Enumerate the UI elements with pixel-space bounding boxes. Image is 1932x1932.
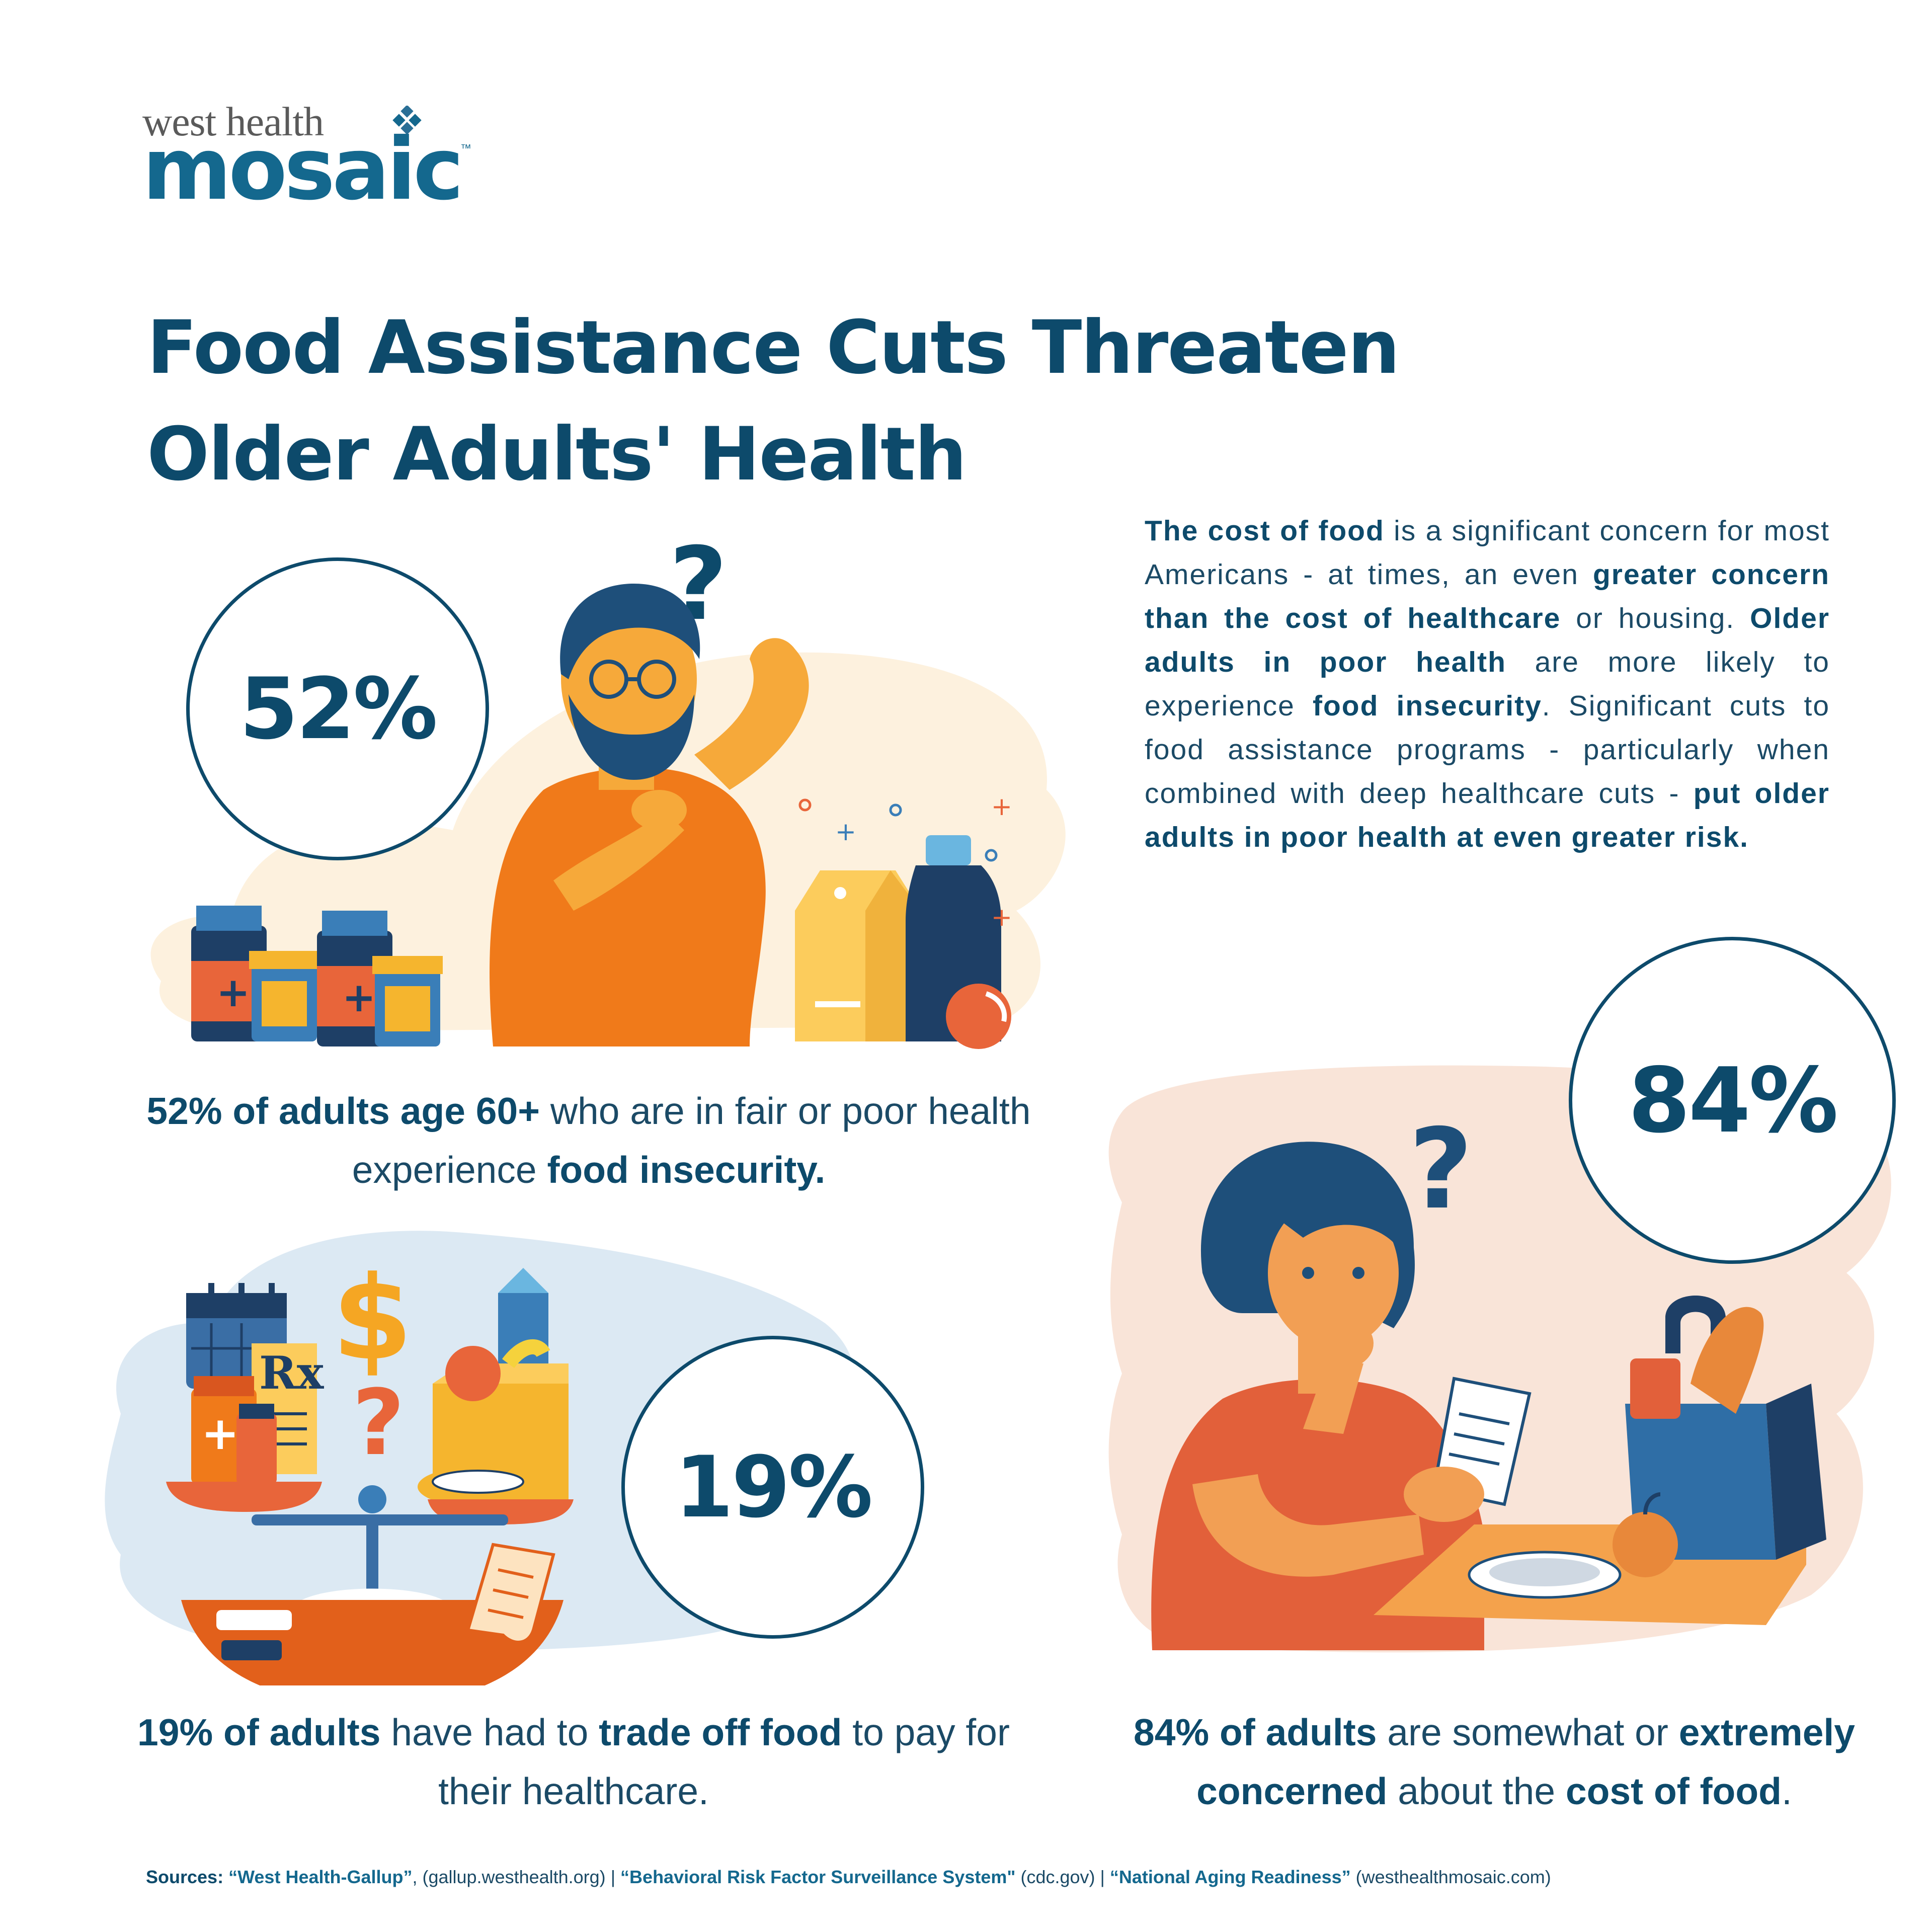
- medicine-bottles-icon: + +: [191, 906, 443, 1046]
- intro-text-2: or housing.: [1561, 602, 1750, 634]
- intro-bold-4: food insecurity: [1312, 690, 1542, 722]
- intro-bold-5: put older adults in poor health at even …: [1145, 777, 1830, 853]
- svg-text:+: +: [342, 974, 376, 1021]
- svg-text:?: ?: [352, 1371, 405, 1476]
- logo-tm: ™: [460, 142, 471, 154]
- intro-bold-2: greater concern than the cost of healthc…: [1145, 558, 1830, 634]
- intro-bold-3: Older adults in poor health: [1145, 602, 1830, 678]
- sources-footer: Sources: “West Health-Gallup”, (gallup.w…: [146, 1867, 1806, 1888]
- caption-84-text: are somewhat or: [1377, 1711, 1679, 1753]
- caption-84-text-2: about the: [1387, 1770, 1566, 1812]
- svg-text:+: +: [991, 792, 1012, 821]
- intro-text-4: . Significant cuts to food assistance pr…: [1145, 690, 1830, 810]
- stat-circle-84: 84%: [1569, 937, 1896, 1264]
- logo-diamond-icon: [387, 105, 428, 138]
- stat-value-19: 19%: [674, 1438, 873, 1537]
- stat-caption-84: 84% of adults are somewhat or extremely …: [1082, 1703, 1907, 1821]
- stat-circle-52: 52%: [186, 557, 489, 860]
- source-1: “West Health-Gallup”: [228, 1867, 413, 1887]
- stat-value-84: 84%: [1628, 1048, 1838, 1153]
- caption-84-bold-3: cost of food: [1565, 1770, 1782, 1812]
- svg-text:+: +: [835, 817, 856, 846]
- svg-text:+: +: [991, 903, 1012, 932]
- svg-text:+: +: [216, 969, 250, 1016]
- intro-paragraph: The cost of food is a significant concer…: [1145, 509, 1830, 859]
- svg-text:$: $: [332, 1252, 413, 1386]
- caption-19-bold: 19% of adults: [137, 1711, 381, 1753]
- caption-52-bold: 52% of adults age 60+: [146, 1090, 540, 1132]
- source-sep-1: |: [605, 1867, 621, 1887]
- stat-caption-52: 52% of adults age 60+ who are in fair or…: [131, 1082, 1046, 1199]
- caption-19-text-2: to pay for their healthcare.: [438, 1711, 1010, 1812]
- question-mark-icon: ?: [1409, 1105, 1473, 1234]
- illustration-man-thinking: ? + +: [101, 526, 1082, 1067]
- svg-text:+: +: [201, 1407, 239, 1460]
- source-1-url: , (gallup.westhealth.org): [412, 1867, 606, 1887]
- logo-top-text: west health: [142, 99, 324, 144]
- logo-main-text: mosaic: [142, 120, 464, 219]
- stat-circle-19: 19%: [621, 1336, 924, 1639]
- page-title: Food Assistance Cuts Threaten Older Adul…: [147, 294, 1556, 508]
- caption-19-bold-2: trade off food: [599, 1711, 842, 1753]
- caption-84-bold-2: extremely concerned: [1196, 1711, 1855, 1812]
- title-line-2: Older Adults' Health: [147, 412, 967, 497]
- stat-value-52: 52%: [239, 660, 438, 758]
- source-2: “Behavioral Risk Factor Surveillance Sys…: [620, 1867, 1016, 1887]
- grocery-items-icon: + + +: [795, 792, 1012, 1049]
- source-sep-2: |: [1095, 1867, 1110, 1887]
- intro-text-3: are more likely to experience: [1145, 646, 1830, 722]
- intro-bold-1: The cost of food: [1145, 515, 1385, 547]
- caption-84-bold: 84% of adults: [1134, 1711, 1377, 1753]
- stat-caption-19: 19% of adults have had to trade off food…: [121, 1703, 1026, 1821]
- source-3-url: (westhealthmosaic.com): [1350, 1867, 1551, 1887]
- caption-52-text: who are in fair or poor health experienc…: [352, 1090, 1031, 1191]
- caption-52-bold-2: food insecurity.: [547, 1149, 826, 1191]
- source-2-url: (cdc.gov): [1015, 1867, 1095, 1887]
- caption-19-text: have had to: [380, 1711, 599, 1753]
- caption-84-text-3: .: [1782, 1770, 1792, 1812]
- svg-text:Rx: Rx: [259, 1346, 325, 1400]
- intro-text-1: is a significant concern for most Americ…: [1145, 515, 1830, 591]
- title-line-1: Food Assistance Cuts Threaten: [147, 305, 1400, 390]
- sources-label: Sources:: [146, 1867, 224, 1887]
- source-3: “National Aging Readiness”: [1109, 1867, 1351, 1887]
